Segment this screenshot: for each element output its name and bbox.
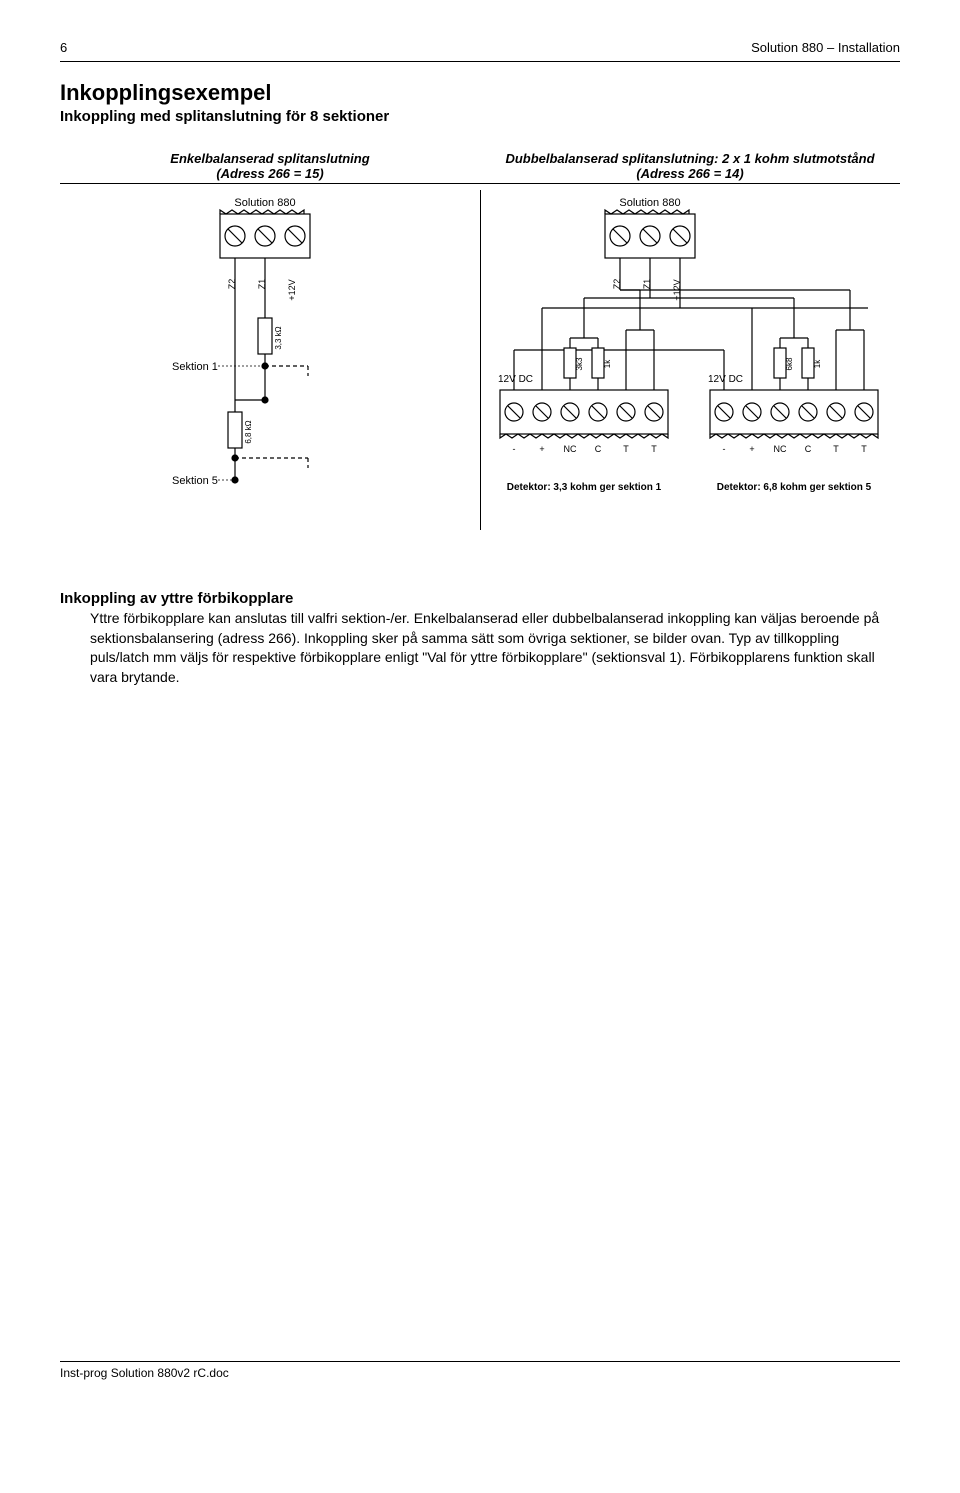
- page-title: Inkopplingsexempel: [60, 80, 900, 106]
- device-label: Solution 880: [234, 197, 295, 209]
- right-schematic: Solution 880 Z2 Z1 +12V: [480, 190, 900, 530]
- res-l-1k: 1k: [603, 359, 612, 368]
- page-number: 6: [60, 40, 67, 55]
- footer-text: Inst-prog Solution 880v2 rC.doc: [60, 1366, 229, 1380]
- device-label-r: Solution 880: [619, 197, 680, 209]
- header-rule: [60, 61, 900, 62]
- rpin-2: NC: [774, 444, 787, 454]
- section-forbikopplare: Inkoppling av yttre förbikopplare Yttre …: [60, 590, 900, 687]
- sektion1-label: Sektion 1: [172, 361, 218, 373]
- res-6k8: 6,8 kΩ: [244, 420, 253, 443]
- page-subtitle: Inkoppling med splitanslutning för 8 sek…: [60, 108, 900, 125]
- diagram-right: Solution 880 Z2 Z1 +12V: [480, 190, 900, 530]
- caption-left: Detektor: 3,3 kohm ger sektion 1: [507, 482, 662, 493]
- term-12v: +12V: [287, 279, 297, 300]
- lpin-5: T: [651, 444, 657, 454]
- rpin-0: -: [723, 444, 726, 454]
- col-header-right-l1: Dubbelbalanserad splitanslutning: 2 x 1 …: [505, 151, 874, 166]
- lpin-3: C: [595, 444, 602, 454]
- page: 6 Solution 880 – Installation Inkoppling…: [0, 0, 960, 1400]
- page-header: 6 Solution 880 – Installation: [60, 40, 900, 55]
- column-header-rule: [60, 183, 900, 184]
- rpin-1: +: [749, 444, 754, 454]
- lpin-2: NC: [564, 444, 577, 454]
- supply-l: 12V DC: [498, 374, 533, 385]
- res-l-3k3: 3k3: [575, 357, 584, 370]
- diagram-row: Solution 880 Z2 Z1 +12V: [60, 190, 900, 530]
- rpin-3: C: [805, 444, 812, 454]
- column-headers: Enkelbalanserad splitanslutning (Adress …: [60, 151, 900, 181]
- supply-r: 12V DC: [708, 374, 743, 385]
- col-header-right: Dubbelbalanserad splitanslutning: 2 x 1 …: [480, 151, 900, 181]
- res-r-1k: 1k: [813, 359, 822, 368]
- lpin-1: +: [539, 444, 544, 454]
- col-header-right-l2: (Adress 266 = 14): [636, 166, 743, 181]
- lpin-4: T: [623, 444, 629, 454]
- lpin-0: -: [513, 444, 516, 454]
- left-schematic: Solution 880 Z2 Z1 +12V: [60, 190, 480, 530]
- res-r-6k8: 6k8: [785, 357, 794, 370]
- sektion5-label: Sektion 5: [172, 475, 218, 487]
- page-footer: Inst-prog Solution 880v2 rC.doc: [60, 1361, 900, 1380]
- col-header-left-l2: (Adress 266 = 15): [216, 166, 323, 181]
- col-header-left-l1: Enkelbalanserad splitanslutning: [170, 151, 369, 166]
- section2-title: Inkoppling av yttre förbikopplare: [60, 590, 900, 607]
- caption-right: Detektor: 6,8 kohm ger sektion 5: [717, 482, 872, 493]
- col-header-left: Enkelbalanserad splitanslutning (Adress …: [60, 151, 480, 181]
- rpin-5: T: [861, 444, 867, 454]
- rpin-4: T: [833, 444, 839, 454]
- res-3k3: 3,3 kΩ: [274, 326, 283, 349]
- diagram-left: Solution 880 Z2 Z1 +12V: [60, 190, 480, 530]
- section2-body: Yttre förbikopplare kan anslutas till va…: [90, 609, 900, 687]
- page-header-right: Solution 880 – Installation: [751, 40, 900, 55]
